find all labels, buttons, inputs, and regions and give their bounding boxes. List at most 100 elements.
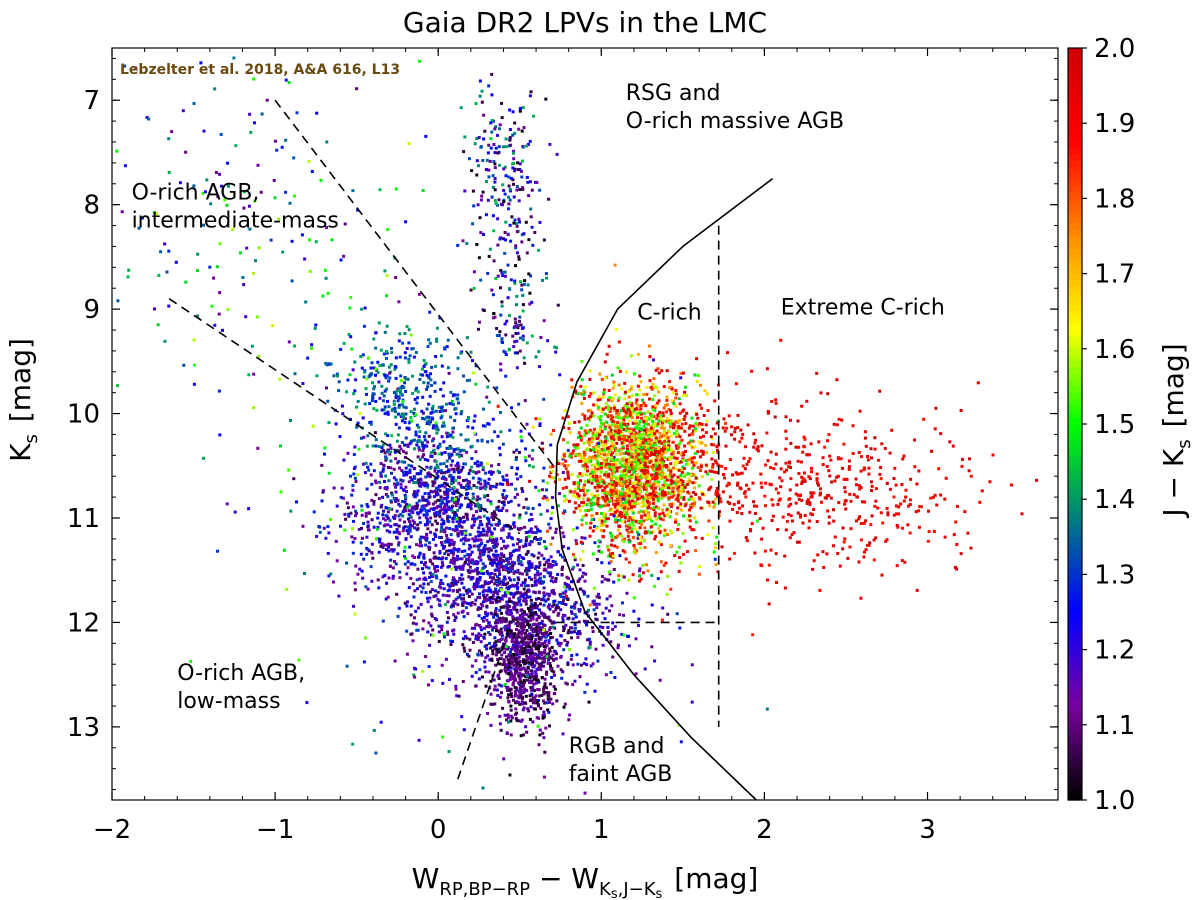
data-point: [596, 398, 600, 402]
data-point: [639, 466, 643, 469]
data-point: [490, 130, 494, 134]
data-point: [471, 359, 474, 363]
data-point: [360, 513, 364, 517]
data-point: [546, 661, 550, 665]
data-point: [402, 507, 406, 511]
data-point: [570, 385, 574, 389]
data-point: [639, 539, 643, 543]
data-point: [494, 663, 498, 667]
data-point: [450, 581, 454, 585]
data-point: [583, 483, 586, 487]
data-point: [485, 395, 489, 399]
data-point: [521, 613, 525, 617]
data-point: [458, 567, 462, 571]
data-point: [627, 644, 631, 648]
data-point: [540, 441, 544, 445]
data-point: [382, 352, 386, 356]
data-point: [616, 478, 620, 482]
data-point: [552, 673, 556, 677]
data-point: [488, 598, 492, 602]
data-point: [576, 446, 580, 450]
data-point: [422, 453, 426, 457]
data-point: [404, 451, 408, 455]
data-point: [447, 594, 451, 598]
data-point: [655, 424, 659, 428]
data-point: [467, 595, 471, 598]
data-point: [418, 458, 422, 461]
data-point: [499, 627, 503, 631]
data-point: [660, 496, 664, 500]
data-point: [515, 663, 519, 667]
data-point: [430, 416, 434, 420]
data-point: [615, 435, 618, 438]
data-point: [547, 641, 551, 645]
data-point: [404, 509, 408, 513]
data-point: [519, 603, 523, 607]
data-point: [376, 578, 380, 582]
data-point: [596, 467, 600, 471]
data-point: [369, 422, 373, 426]
data-point: [434, 543, 438, 547]
data-point: [437, 640, 441, 643]
data-point: [511, 698, 515, 702]
data-point: [521, 334, 525, 338]
data-point: [406, 560, 410, 564]
data-point: [502, 500, 506, 504]
data-point: [508, 557, 512, 561]
data-point: [503, 577, 507, 581]
data-point: [531, 448, 535, 452]
data-point: [629, 354, 633, 358]
data-point: [593, 541, 597, 545]
data-point: [517, 199, 521, 203]
data-point: [407, 509, 411, 513]
data-point: [518, 220, 521, 224]
data-point: [464, 438, 468, 442]
data-point: [481, 562, 485, 566]
data-point: [541, 716, 545, 720]
data-point: [361, 462, 365, 466]
data-point: [494, 640, 498, 644]
data-point: [366, 524, 370, 528]
data-point: [493, 545, 497, 549]
data-point: [505, 563, 509, 567]
data-point: [508, 136, 512, 140]
data-point: [562, 648, 566, 652]
data-point: [532, 682, 536, 686]
data-point: [528, 94, 532, 98]
data-point: [522, 679, 526, 683]
data-point: [410, 464, 414, 468]
data-point: [629, 492, 633, 496]
data-point: [553, 691, 557, 695]
data-point: [354, 564, 358, 568]
data-point: [493, 162, 497, 166]
data-point: [573, 626, 577, 630]
data-point: [549, 565, 553, 569]
data-point: [365, 552, 369, 556]
data-point: [355, 511, 358, 515]
data-point: [527, 673, 531, 677]
data-point: [509, 670, 513, 674]
data-point: [389, 466, 393, 470]
data-point: [513, 561, 517, 565]
data-point: [523, 525, 527, 529]
data-point: [448, 588, 451, 592]
data-point: [469, 545, 473, 549]
data-point: [512, 182, 515, 186]
data-point: [520, 487, 524, 491]
data-point: [457, 481, 461, 485]
data-point: [413, 563, 417, 567]
data-point: [650, 424, 654, 428]
data-point: [564, 603, 568, 606]
data-point: [557, 612, 561, 615]
data-point: [499, 430, 503, 434]
data-point: [465, 496, 469, 500]
data-point: [478, 523, 482, 527]
data-point: [500, 501, 504, 504]
data-point: [550, 676, 554, 679]
data-point: [588, 415, 592, 419]
data-point: [503, 251, 507, 255]
data-point: [638, 496, 642, 500]
data-point: [531, 629, 535, 633]
data-point: [433, 389, 437, 393]
data-point: [434, 424, 438, 428]
